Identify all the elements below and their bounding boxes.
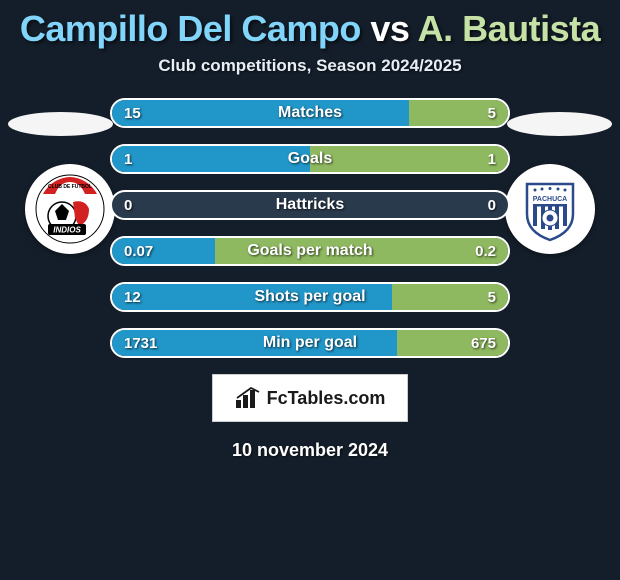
player2-marker-ellipse [507,112,612,136]
stat-row: 1731 675 Min per goal [110,328,510,358]
comparison-title: Campillo Del Campo vs A. Bautista [0,0,620,56]
indios-logo-icon: CLUB DE FUTBOL INDIOS [35,174,105,244]
svg-text:CLUB DE FUTBOL: CLUB DE FUTBOL [48,184,92,190]
stat-row: 15 5 Matches [110,98,510,128]
stat-label: Goals per match [112,238,508,264]
subtitle: Club competitions, Season 2024/2025 [0,56,620,76]
pachuca-logo-icon: PACHUCA [515,174,585,244]
stat-row: 0.07 0.2 Goals per match [110,236,510,266]
stat-label: Goals [112,146,508,172]
stat-row: 1 1 Goals [110,144,510,174]
player2-name: A. Bautista [418,8,601,49]
svg-text:PACHUCA: PACHUCA [533,196,567,203]
stat-label: Matches [112,100,508,126]
player1-name: Campillo Del Campo [20,8,361,49]
stat-label: Shots per goal [112,284,508,310]
stats-bars: 15 5 Matches 1 1 Goals 0 0 Hattricks 0.0… [110,98,510,358]
club-logo-left: CLUB DE FUTBOL INDIOS [25,164,115,254]
player1-marker-ellipse [8,112,113,136]
stat-label: Hattricks [112,192,508,218]
svg-text:INDIOS: INDIOS [53,226,81,235]
vs-text: vs [370,8,409,49]
watermark: FcTables.com [212,374,408,422]
stat-label: Min per goal [112,330,508,356]
content-area: CLUB DE FUTBOL INDIOS PACHUCA 1 [0,98,620,358]
watermark-text: FcTables.com [267,388,386,409]
stat-row: 12 5 Shots per goal [110,282,510,312]
club-logo-right: PACHUCA [505,164,595,254]
stat-row: 0 0 Hattricks [110,190,510,220]
date-text: 10 november 2024 [0,440,620,461]
fctables-logo-icon [235,387,261,409]
